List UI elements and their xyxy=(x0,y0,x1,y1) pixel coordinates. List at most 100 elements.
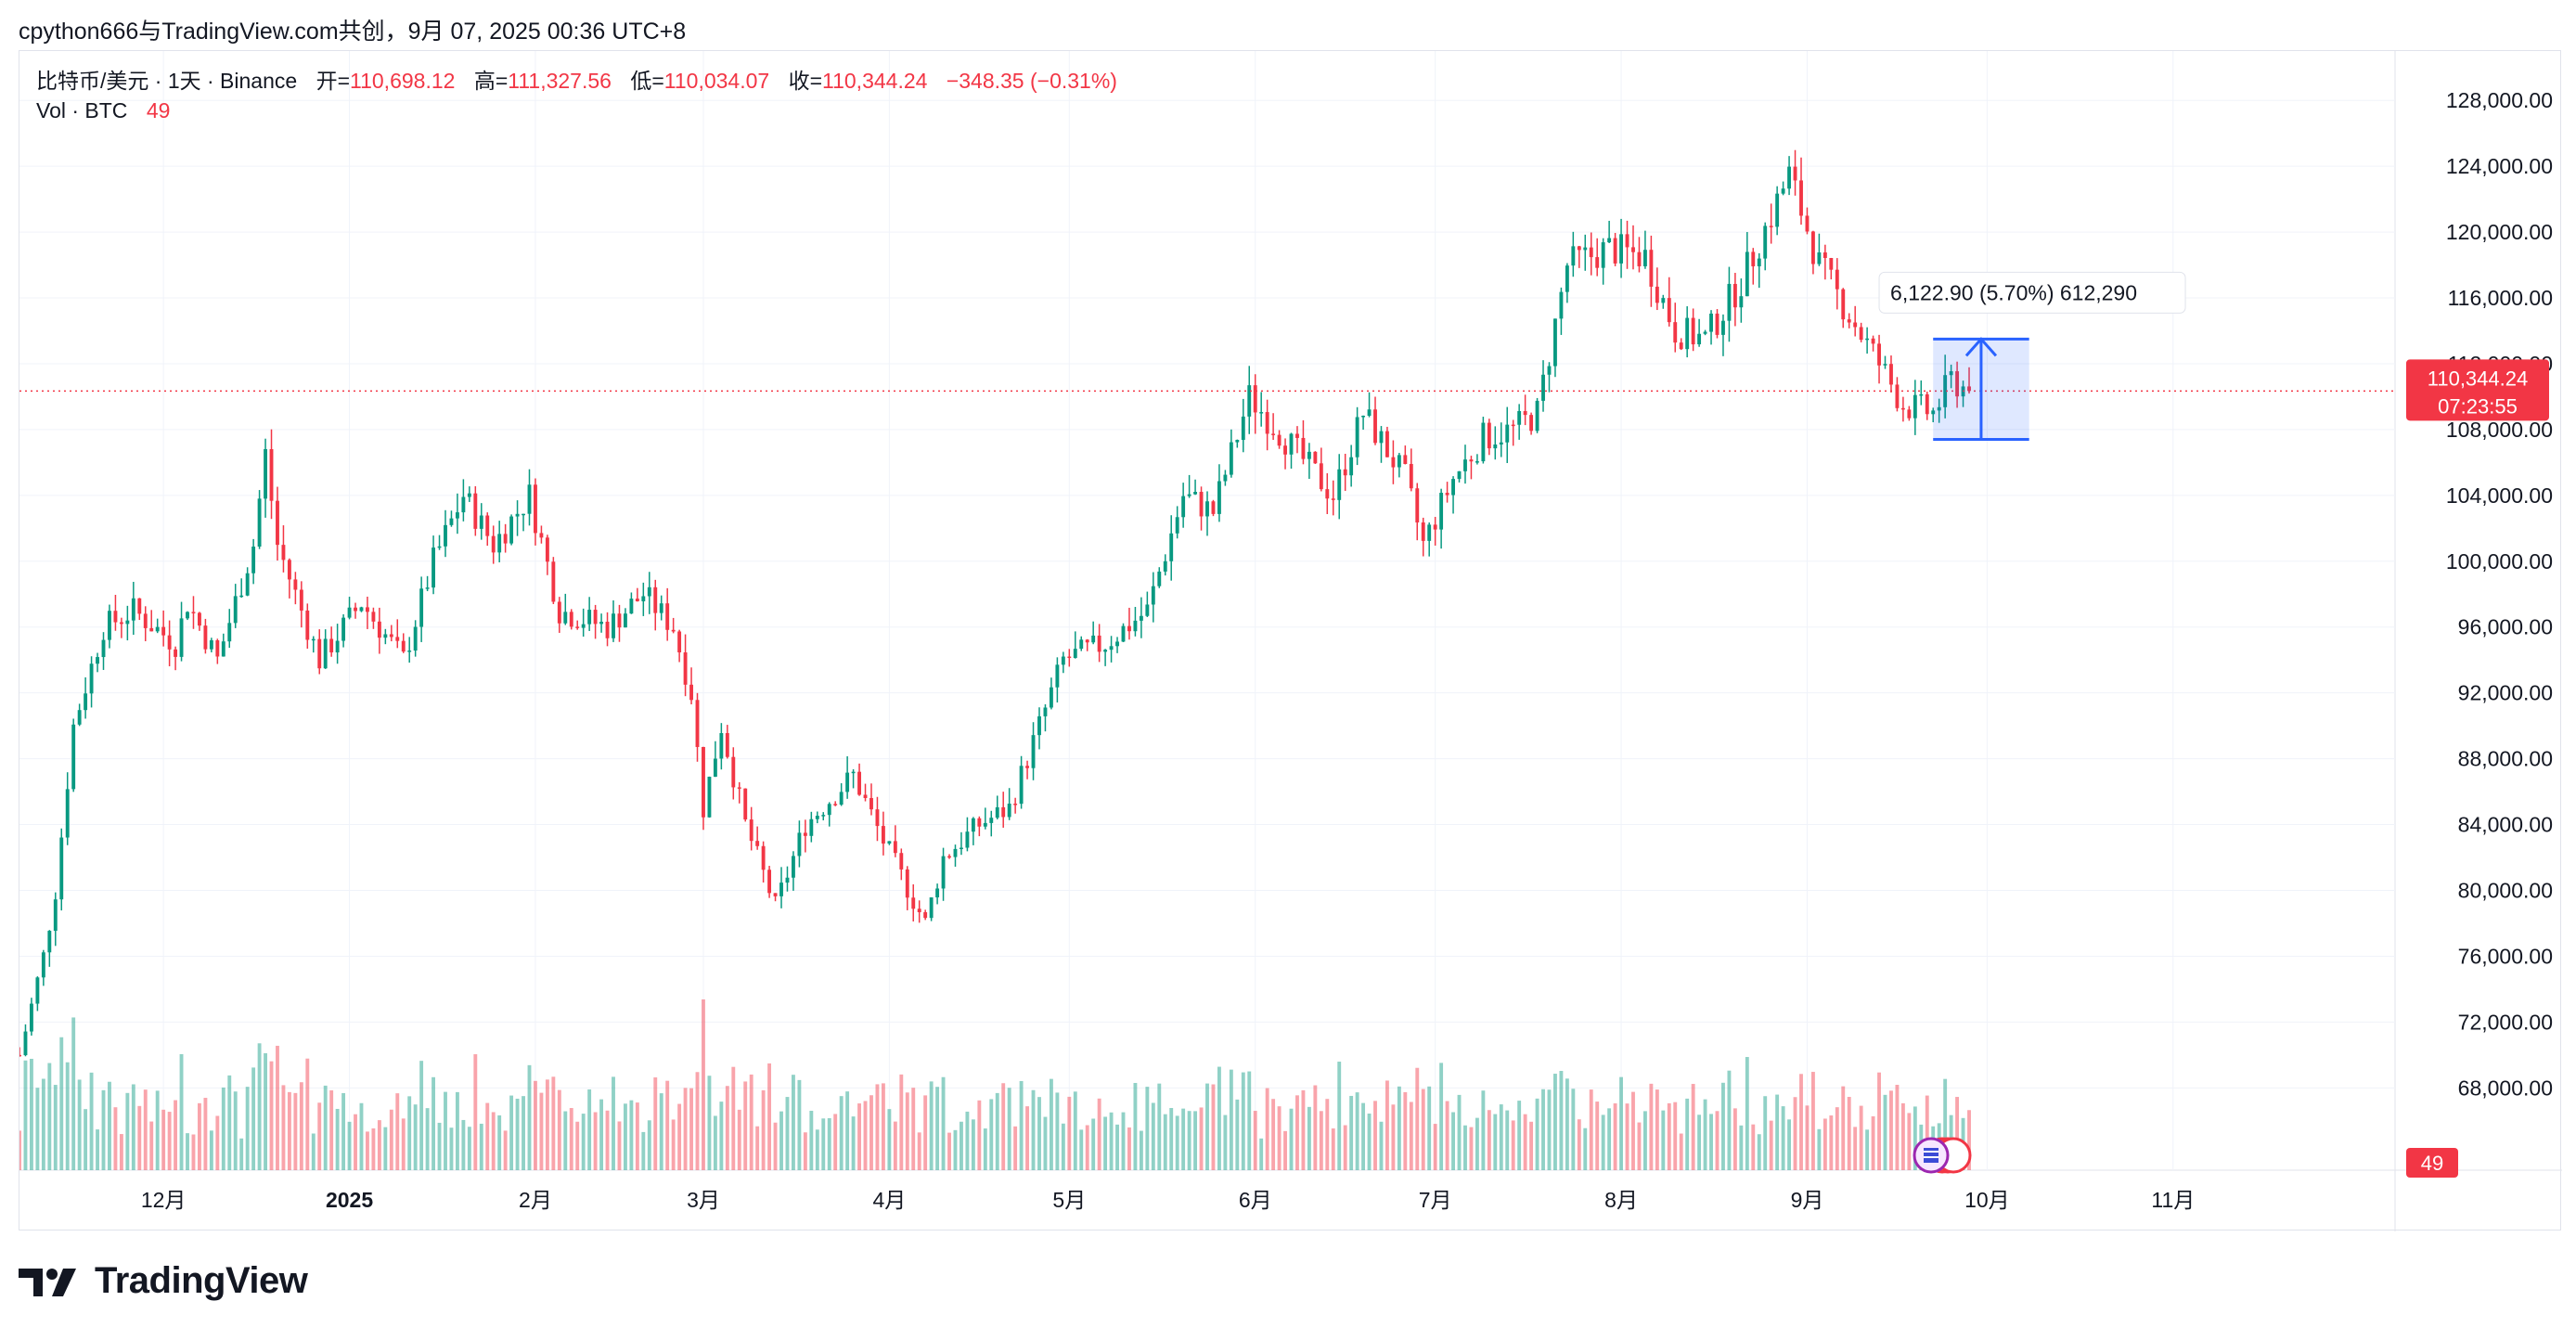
volume-bar xyxy=(1475,1117,1479,1170)
candle-body xyxy=(1463,459,1467,471)
volume-label: Vol · BTC xyxy=(36,98,127,122)
volume-bar xyxy=(1679,1133,1683,1170)
candle-body xyxy=(1403,455,1408,464)
volume-bar xyxy=(419,1061,424,1170)
candle-body xyxy=(395,637,400,641)
candle-body xyxy=(887,841,892,844)
volume-bar xyxy=(881,1083,885,1170)
volume-bar xyxy=(960,1121,963,1170)
volume-bar xyxy=(1895,1084,1900,1170)
candle-body xyxy=(1877,343,1881,366)
candle-body xyxy=(1307,451,1311,459)
candle-body xyxy=(1211,501,1216,514)
volume-bar xyxy=(485,1102,490,1170)
candle-body xyxy=(371,612,376,622)
volume-bar xyxy=(1769,1120,1773,1170)
price-range-measure[interactable]: 6,122.90 (5.70%) 612,290 xyxy=(1878,271,2186,442)
candle-body xyxy=(1361,416,1366,418)
price-axis: 128,000.00 124,000.00 120,000.00 116,000.00… xyxy=(2446,88,2553,1100)
candle-body xyxy=(119,622,123,625)
candle-body xyxy=(695,700,700,747)
candle-body xyxy=(1139,615,1143,621)
candle-body xyxy=(1157,571,1162,586)
candle-body xyxy=(935,888,940,898)
candle-body xyxy=(971,818,975,832)
candle-body xyxy=(1763,225,1768,259)
volume-bar xyxy=(1691,1084,1695,1170)
events-icon[interactable] xyxy=(1913,1137,1972,1174)
candle-body xyxy=(1259,412,1264,414)
volume-bar xyxy=(1385,1080,1389,1170)
volume-bar xyxy=(1139,1130,1143,1170)
candle-body xyxy=(1457,470,1462,480)
candle-body xyxy=(227,623,232,642)
candle-body xyxy=(269,449,274,501)
candle-body xyxy=(960,847,963,850)
candle-body xyxy=(899,853,904,870)
candle-body xyxy=(612,613,615,638)
chart-panel[interactable]: 128,000.00 124,000.00 120,000.00 116,000.00… xyxy=(18,50,2562,1231)
candle-body xyxy=(593,610,598,625)
candle-body xyxy=(335,640,340,653)
volume-bar xyxy=(1900,1102,1905,1170)
volume-bar xyxy=(1295,1095,1299,1170)
volume-bar xyxy=(1013,1126,1018,1170)
time-tick-label: 11月 xyxy=(2151,1188,2195,1212)
candle-body xyxy=(1583,247,1588,251)
volume-bar xyxy=(221,1087,225,1170)
volume-bar xyxy=(1697,1115,1702,1170)
candle-body xyxy=(1841,289,1846,320)
low-value: 110,034.07 xyxy=(664,69,769,93)
volume-bar xyxy=(1145,1087,1150,1170)
volume-bar xyxy=(1277,1106,1282,1170)
candle-body xyxy=(1469,459,1474,462)
volume-bar xyxy=(449,1127,454,1170)
volume-bar xyxy=(1835,1107,1839,1170)
volume-bar xyxy=(1301,1089,1306,1170)
candlestick-chart[interactable]: 128,000.00 124,000.00 120,000.00 116,000.00… xyxy=(18,51,2562,1231)
volume-bar xyxy=(1097,1098,1101,1170)
volume-bar xyxy=(965,1111,970,1170)
volume-bar xyxy=(947,1132,951,1170)
candle-body xyxy=(491,535,496,553)
candle-body xyxy=(1685,317,1690,350)
volume-bar xyxy=(1511,1120,1515,1170)
time-tick-label: 5月 xyxy=(1052,1188,1086,1212)
volume-bar xyxy=(575,1121,580,1170)
volume-bar xyxy=(1859,1105,1863,1170)
volume-bar xyxy=(797,1079,802,1170)
volume-bar xyxy=(1157,1083,1162,1170)
candle-body xyxy=(251,547,256,573)
candle-body xyxy=(1097,635,1101,652)
volume-bar xyxy=(467,1127,471,1170)
candle-body xyxy=(1775,193,1780,227)
candle-body xyxy=(407,651,412,652)
volume-bar xyxy=(1469,1127,1474,1170)
volume-bar xyxy=(929,1081,934,1170)
volume-bar xyxy=(161,1109,166,1170)
volume-bar xyxy=(557,1089,561,1170)
volume-bar xyxy=(821,1118,826,1170)
volume-bar xyxy=(612,1076,615,1170)
candle-body xyxy=(101,639,106,658)
candle-body xyxy=(354,607,357,612)
volume-bar xyxy=(641,1131,646,1170)
candle-body xyxy=(1793,166,1797,181)
volume-bar xyxy=(101,1089,106,1170)
candle-body xyxy=(1331,498,1335,500)
candle-body xyxy=(257,498,262,548)
tradingview-logo[interactable]: TradingView xyxy=(19,1260,308,1302)
candle-body xyxy=(515,513,520,517)
brand-name: TradingView xyxy=(95,1260,308,1301)
candle-body xyxy=(995,806,999,818)
candle-body xyxy=(419,588,424,627)
volume-bar xyxy=(1433,1124,1437,1170)
candle-body xyxy=(1091,635,1096,643)
volume-bar xyxy=(59,1037,64,1170)
candle-body xyxy=(851,771,856,774)
candle-body xyxy=(276,500,279,546)
volume-bar xyxy=(1355,1092,1359,1170)
candle-body xyxy=(1205,501,1209,517)
candle-body xyxy=(1145,604,1150,616)
volume-bar xyxy=(1211,1084,1216,1170)
